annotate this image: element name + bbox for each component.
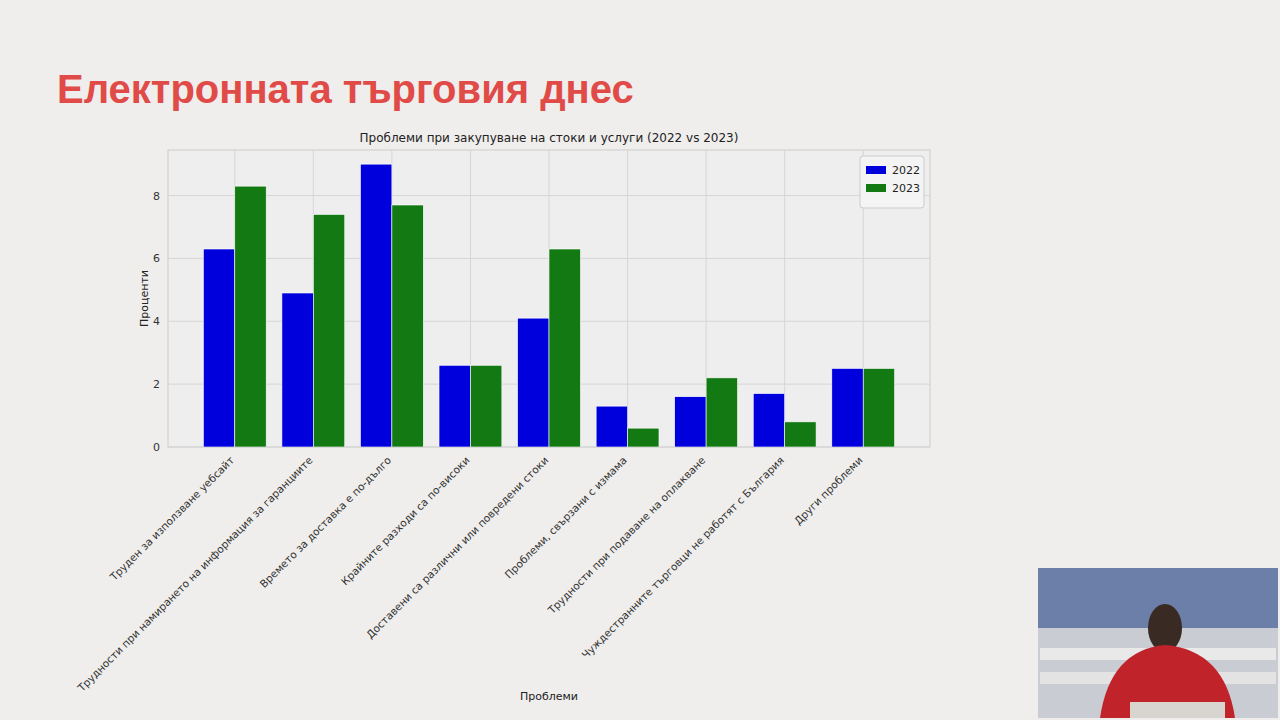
bar xyxy=(203,249,234,447)
y-tick-label: 8 xyxy=(153,190,160,203)
slide-title: Електронната търговия днес xyxy=(57,67,634,111)
bar xyxy=(235,186,266,447)
chart-title: Проблеми при закупуване на стоки и услуг… xyxy=(360,131,739,145)
x-axis-title: Проблеми xyxy=(520,690,578,703)
y-tick-label: 6 xyxy=(153,252,160,265)
bars xyxy=(203,164,894,447)
legend-swatch xyxy=(866,184,886,192)
x-tick-label: Други проблеми xyxy=(792,454,865,527)
bar xyxy=(628,428,659,447)
y-tick-label: 0 xyxy=(153,441,160,454)
bar xyxy=(753,394,784,447)
x-tick-label: Трудности при подаване на оплакване xyxy=(545,454,708,617)
bar xyxy=(313,214,344,447)
webcam-inset xyxy=(1038,568,1278,718)
bar xyxy=(863,368,894,447)
bar xyxy=(785,422,816,447)
y-axis-title: Проценти xyxy=(138,270,151,327)
bar xyxy=(675,397,706,447)
y-tick-label: 4 xyxy=(153,315,160,328)
legend-label: 2023 xyxy=(892,182,920,195)
slide: Електронната търговия днес 0 2 4 6 8 Труден за… xyxy=(0,0,1280,720)
bar xyxy=(470,365,501,447)
x-tick-label: Проблеми, свързани с измама xyxy=(502,454,629,581)
webcam-frame xyxy=(1038,568,1278,718)
bar xyxy=(282,293,313,447)
bar xyxy=(518,318,549,447)
bar xyxy=(549,249,580,447)
x-tick-label: Труден за използване уебсайт xyxy=(107,454,237,584)
webcam-person xyxy=(1100,645,1235,718)
legend-swatch xyxy=(866,166,886,174)
x-tick-label: Чуждестранните търговци не работят с Бъл… xyxy=(579,454,786,661)
webcam-laptop xyxy=(1130,702,1225,718)
bar xyxy=(832,368,863,447)
bar xyxy=(596,406,627,447)
x-tick-label: Доставени са различни или повредени сток… xyxy=(364,454,551,641)
x-tick-label: Крайните разходи са по-високи xyxy=(338,454,471,587)
bar xyxy=(706,378,737,447)
bar xyxy=(360,164,391,447)
plot-area xyxy=(168,150,930,447)
legend-label: 2022 xyxy=(892,164,920,177)
webcam-head xyxy=(1148,604,1182,652)
x-tick-label: Времето за доставка е по-дълго xyxy=(257,454,393,590)
bar xyxy=(439,365,470,447)
y-grid-line xyxy=(168,195,930,196)
legend-box xyxy=(860,156,924,208)
y-tick-label: 2 xyxy=(153,378,160,391)
bar xyxy=(392,205,423,447)
x-grid-line xyxy=(627,150,628,447)
